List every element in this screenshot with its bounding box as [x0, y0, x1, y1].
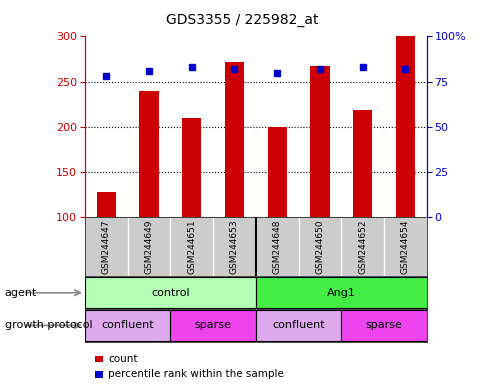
Text: confluent: confluent	[101, 320, 153, 331]
Bar	[352, 111, 372, 217]
Bar	[256, 310, 341, 341]
Bar	[341, 310, 426, 341]
Text: GSM244647: GSM244647	[102, 220, 110, 274]
Text: GSM244652: GSM244652	[358, 220, 366, 274]
Text: GDS3355 / 225982_at: GDS3355 / 225982_at	[166, 13, 318, 27]
Text: Ang1: Ang1	[326, 288, 355, 298]
Bar	[182, 118, 201, 217]
Text: GSM244649: GSM244649	[144, 220, 153, 274]
Text: agent: agent	[5, 288, 37, 298]
Bar	[139, 91, 158, 217]
Text: GSM244648: GSM244648	[272, 220, 281, 274]
Text: GSM244651: GSM244651	[187, 219, 196, 274]
Bar	[256, 277, 426, 308]
Bar	[85, 277, 256, 308]
Text: percentile rank within the sample: percentile rank within the sample	[108, 369, 284, 379]
Bar	[85, 310, 170, 341]
Text: confluent: confluent	[272, 320, 324, 331]
Bar	[170, 310, 256, 341]
Text: sparse: sparse	[194, 320, 231, 331]
Text: control: control	[151, 288, 189, 298]
Text: count: count	[108, 354, 137, 364]
Text: GSM244650: GSM244650	[315, 219, 324, 274]
Text: GSM244653: GSM244653	[229, 219, 239, 274]
Bar	[310, 66, 329, 217]
Text: GSM244654: GSM244654	[400, 220, 409, 274]
Text: growth protocol: growth protocol	[5, 320, 92, 331]
Bar	[225, 62, 243, 217]
Text: sparse: sparse	[365, 320, 402, 331]
Bar	[267, 127, 286, 217]
Bar	[395, 36, 414, 217]
Bar	[96, 192, 116, 217]
